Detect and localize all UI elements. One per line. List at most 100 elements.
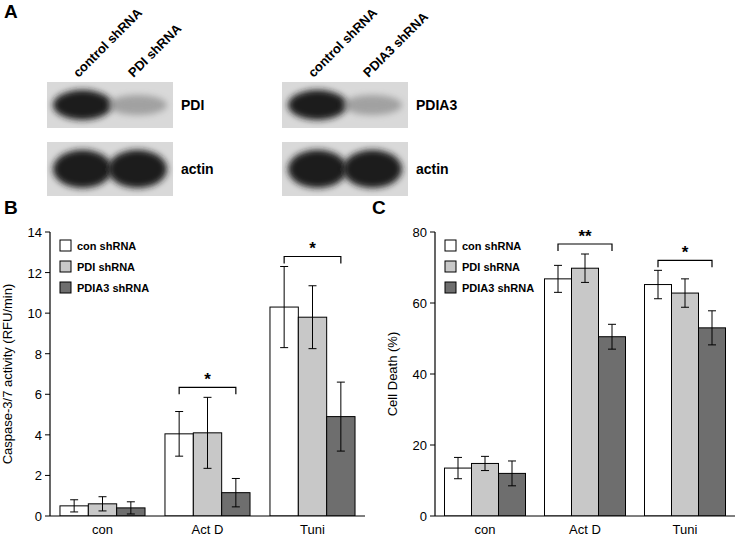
legend: con shRNA PDI shRNA PDIA3 shRNA: [445, 240, 534, 294]
legend-swatch: [60, 240, 71, 251]
blot-band: [343, 150, 402, 188]
legend-label: PDIA3 shRNA: [462, 282, 534, 294]
error-cap: [175, 456, 183, 457]
error-bar: [280, 266, 288, 347]
blot-background: [282, 82, 408, 128]
significance-label: **: [578, 227, 592, 246]
tick: [45, 313, 50, 314]
blot-band: [343, 95, 402, 115]
y-axis: [49, 232, 50, 516]
error-bar: [99, 497, 107, 511]
blot-background: [282, 142, 408, 196]
tick-label: 40: [413, 367, 427, 382]
tick-label: 60: [413, 296, 427, 311]
error-bar: [309, 286, 317, 349]
error-cap: [508, 485, 516, 486]
error-line: [235, 478, 236, 506]
tick-label: 10: [28, 306, 42, 321]
error-cap: [309, 285, 317, 286]
blot-group: control shRNAPDI shRNAPDIactin: [47, 5, 214, 196]
error-cap: [554, 265, 562, 266]
tick-label: 0: [420, 509, 427, 524]
error-cap: [309, 348, 317, 349]
error-cap: [175, 411, 183, 412]
error-bar: [127, 502, 135, 514]
tick: [45, 516, 50, 517]
error-line: [558, 265, 559, 292]
error-cap: [554, 292, 562, 293]
tick: [45, 475, 50, 476]
panel-label: A: [4, 1, 18, 22]
category-label: Act D: [569, 522, 601, 537]
bar: [645, 285, 672, 516]
tick: [45, 232, 50, 233]
error-bar: [581, 254, 589, 282]
legend-swatch: [60, 261, 71, 272]
error-line: [512, 461, 513, 486]
error-cap: [708, 344, 716, 345]
bar: [545, 279, 572, 516]
significance-label: *: [682, 243, 689, 262]
error-cap: [581, 282, 589, 283]
error-line: [658, 270, 659, 298]
error-cap: [654, 270, 662, 271]
tick-label: 8: [35, 347, 42, 362]
category-label: Act D: [192, 522, 224, 537]
bar: [672, 293, 699, 516]
legend-swatch: [60, 282, 71, 293]
error-cap: [99, 496, 107, 497]
error-cap: [337, 382, 345, 383]
error-cap: [280, 347, 288, 348]
error-cap: [581, 254, 589, 255]
tick: [430, 516, 435, 517]
tick: [45, 394, 50, 395]
legend-swatch: [445, 261, 456, 272]
legend-label: PDI shRNA: [462, 261, 520, 273]
legend-label: PDIA3 shRNA: [77, 282, 149, 294]
error-line: [102, 497, 103, 511]
blot-band: [288, 90, 347, 120]
y-axis: [434, 232, 435, 516]
tick: [430, 445, 435, 446]
error-line: [612, 324, 613, 349]
significance-label: *: [309, 239, 316, 258]
tick-label: 14: [28, 225, 42, 240]
legend-swatch: [445, 240, 456, 251]
error-bar: [204, 397, 212, 468]
tick-label: 4: [35, 428, 42, 443]
tick: [430, 303, 435, 304]
error-cap: [608, 349, 616, 350]
blot-band: [288, 150, 347, 188]
legend-label: con shRNA: [462, 240, 521, 252]
bar: [699, 328, 726, 516]
error-bar: [175, 412, 183, 457]
error-cap: [127, 501, 135, 502]
error-bar: [708, 311, 716, 345]
error-bar: [232, 478, 240, 506]
tick: [45, 434, 50, 435]
lane-label: PDIA3 shRNA: [360, 9, 431, 80]
error-cap: [608, 324, 616, 325]
blot-background: [47, 82, 173, 128]
blot-group: control shRNAPDIA3 shRNAPDIA3actin: [282, 5, 457, 196]
category-label: Tuni: [673, 522, 698, 537]
error-cap: [204, 468, 212, 469]
tick: [45, 353, 50, 354]
tick-label: 12: [28, 266, 42, 281]
error-cap: [127, 513, 135, 514]
band-label: actin: [416, 161, 449, 177]
bar: [472, 463, 499, 516]
error-cap: [654, 298, 662, 299]
error-bar: [481, 456, 489, 470]
error-cap: [280, 266, 288, 267]
error-bar: [454, 457, 462, 478]
error-line: [74, 500, 75, 512]
x-axis: [435, 515, 735, 516]
blot-band: [53, 150, 112, 188]
bar: [599, 337, 626, 516]
band-label: actin: [181, 161, 214, 177]
blot-background: [47, 142, 173, 196]
legend-label: con shRNA: [77, 240, 136, 252]
x-axis: [50, 515, 365, 516]
error-cap: [337, 451, 345, 452]
